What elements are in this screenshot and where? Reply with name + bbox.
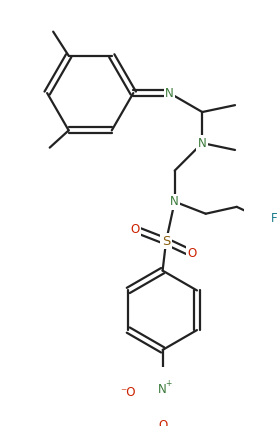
Text: O: O	[187, 247, 197, 260]
Text: N: N	[170, 195, 179, 208]
Text: ⁻O: ⁻O	[120, 386, 136, 400]
Text: S: S	[162, 235, 170, 248]
Text: O: O	[158, 419, 167, 426]
Text: N: N	[158, 383, 167, 396]
Text: N: N	[165, 86, 174, 100]
Text: +: +	[165, 379, 172, 388]
Text: O: O	[130, 223, 140, 236]
Text: F: F	[271, 213, 278, 225]
Text: N: N	[198, 137, 207, 150]
